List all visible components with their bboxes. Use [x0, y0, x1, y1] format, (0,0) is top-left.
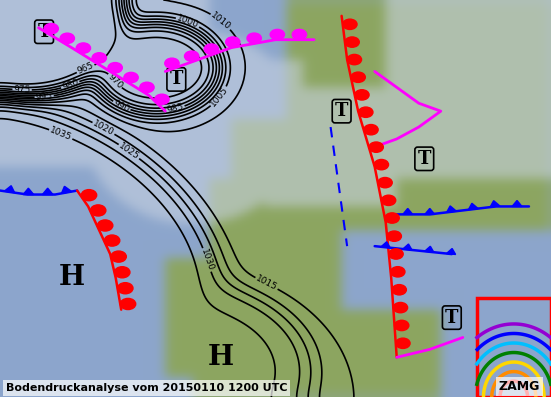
Text: 1015: 1015 [254, 274, 279, 293]
Polygon shape [294, 34, 304, 40]
Circle shape [111, 251, 126, 262]
Polygon shape [171, 63, 180, 69]
Text: H: H [58, 264, 85, 291]
Text: H: H [207, 344, 234, 371]
Circle shape [387, 231, 402, 241]
Circle shape [140, 82, 154, 93]
Circle shape [270, 29, 284, 40]
Text: T: T [445, 308, 458, 327]
Circle shape [343, 19, 357, 29]
Polygon shape [272, 34, 282, 40]
Polygon shape [43, 28, 52, 35]
Text: ZAMG: ZAMG [499, 380, 540, 393]
Polygon shape [62, 186, 72, 193]
Circle shape [389, 249, 403, 259]
Polygon shape [403, 208, 413, 214]
Polygon shape [138, 87, 148, 94]
Circle shape [108, 63, 122, 73]
Text: T: T [37, 23, 51, 41]
Circle shape [395, 320, 409, 331]
Text: 1005: 1005 [209, 85, 230, 109]
Polygon shape [425, 246, 434, 252]
Circle shape [76, 43, 90, 53]
Text: 995: 995 [35, 91, 53, 102]
Polygon shape [91, 57, 100, 64]
Polygon shape [447, 206, 456, 212]
Polygon shape [425, 208, 435, 214]
Polygon shape [403, 244, 412, 250]
Text: Bodendruckanalyse vom 20150110 1200 UTC: Bodendruckanalyse vom 20150110 1200 UTC [6, 383, 287, 393]
Polygon shape [191, 56, 199, 62]
Text: 985: 985 [166, 102, 185, 115]
Text: 975: 975 [13, 85, 31, 94]
Text: 970: 970 [106, 72, 124, 90]
Circle shape [393, 303, 408, 313]
Polygon shape [75, 48, 84, 54]
Polygon shape [446, 249, 456, 254]
Circle shape [117, 283, 133, 294]
Circle shape [90, 205, 106, 216]
Circle shape [396, 338, 410, 349]
Text: 1030: 1030 [199, 247, 215, 272]
Polygon shape [4, 186, 15, 193]
Text: 1035: 1035 [48, 125, 73, 143]
Circle shape [165, 58, 179, 68]
Polygon shape [512, 200, 522, 206]
Polygon shape [251, 37, 261, 44]
Circle shape [115, 267, 130, 278]
Circle shape [247, 33, 261, 43]
Circle shape [155, 94, 169, 104]
Polygon shape [23, 188, 34, 195]
Text: T: T [335, 102, 348, 120]
Circle shape [98, 220, 113, 231]
Circle shape [378, 177, 392, 188]
Polygon shape [42, 188, 53, 195]
Circle shape [374, 160, 388, 170]
Circle shape [60, 33, 74, 44]
Text: 1020: 1020 [91, 119, 116, 138]
Polygon shape [153, 99, 163, 105]
Bar [477, 298, 551, 397]
Text: 1025: 1025 [117, 141, 141, 162]
Text: 1000: 1000 [175, 13, 200, 30]
Polygon shape [210, 48, 219, 55]
Circle shape [364, 125, 378, 135]
Polygon shape [59, 38, 68, 44]
Circle shape [81, 190, 96, 201]
Circle shape [44, 23, 58, 34]
Polygon shape [468, 203, 478, 210]
Circle shape [92, 53, 106, 63]
Polygon shape [490, 200, 500, 207]
Circle shape [345, 37, 359, 47]
Text: T: T [418, 150, 431, 168]
Circle shape [292, 29, 306, 40]
Text: 1010: 1010 [209, 11, 233, 32]
Circle shape [185, 51, 199, 62]
Circle shape [385, 213, 399, 223]
Polygon shape [107, 67, 116, 74]
Polygon shape [123, 77, 132, 84]
Polygon shape [381, 242, 390, 248]
Circle shape [381, 195, 396, 206]
Circle shape [120, 299, 136, 310]
Circle shape [392, 285, 407, 295]
Circle shape [369, 142, 383, 152]
Circle shape [355, 90, 369, 100]
Circle shape [351, 72, 365, 83]
Text: 965: 965 [76, 61, 95, 76]
Text: T: T [170, 70, 183, 89]
Circle shape [124, 72, 138, 83]
Circle shape [359, 107, 373, 118]
Text: 990: 990 [112, 98, 131, 114]
Polygon shape [230, 41, 239, 48]
Circle shape [391, 267, 405, 277]
Circle shape [204, 44, 219, 54]
Text: 980: 980 [61, 78, 80, 92]
Circle shape [347, 54, 361, 65]
Circle shape [226, 37, 240, 47]
Circle shape [104, 235, 120, 246]
